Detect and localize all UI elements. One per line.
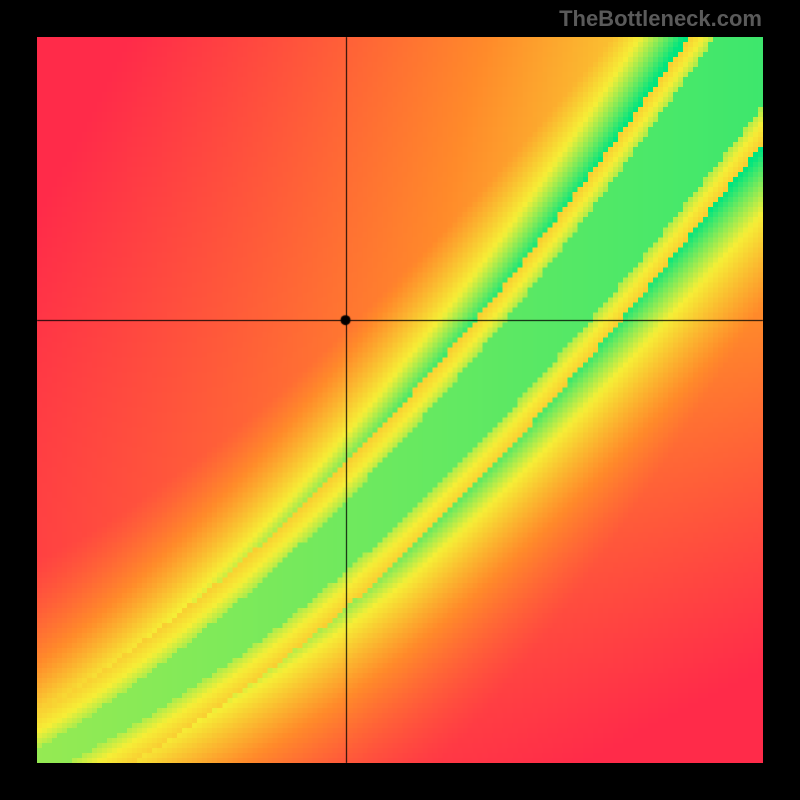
watermark-text: TheBottleneck.com <box>559 6 762 32</box>
chart-container: TheBottleneck.com <box>0 0 800 800</box>
bottleneck-heatmap <box>37 37 763 763</box>
